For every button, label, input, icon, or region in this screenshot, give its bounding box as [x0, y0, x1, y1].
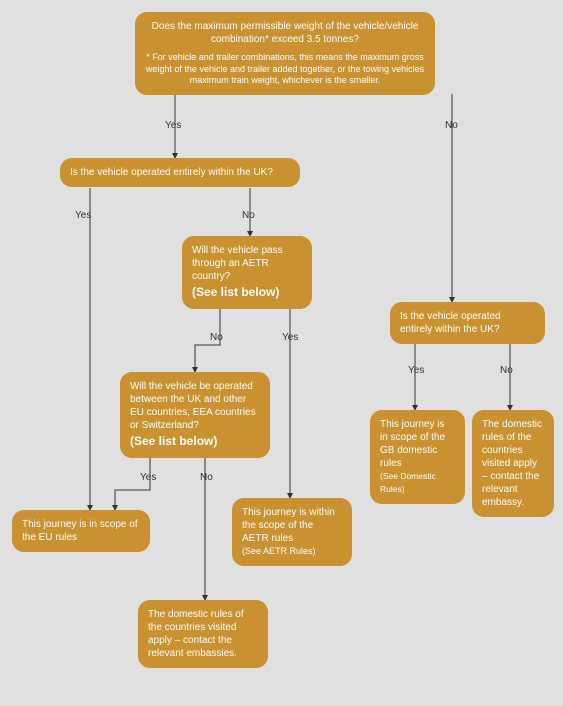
- node-r-eu-rules-text: This journey is in scope of the EU rules: [22, 519, 138, 543]
- node-r-domestic-right: The domestic rules of the countries visi…: [472, 410, 554, 517]
- node-q-eu-see: (See list below): [130, 434, 260, 450]
- node-r-aetr-rules-sub: (See AETR Rules): [242, 546, 316, 556]
- label-no4: No: [200, 472, 213, 483]
- node-q-aetr: Will the vehicle pass through an AETR co…: [182, 236, 312, 309]
- node-r-aetr-rules: This journey is within the scope of the …: [232, 498, 352, 566]
- node-root-footnote: * For vehicle and trailer combinations, …: [145, 52, 425, 87]
- node-r-gb-rules-text: This journey is in scope of the GB domes…: [380, 419, 445, 469]
- node-q-uk-right: Is the vehicle operated entirely within …: [390, 302, 545, 344]
- node-q-uk-right-text: Is the vehicle operated entirely within …: [400, 311, 501, 335]
- node-r-domestic-right-text: The domestic rules of the countries visi…: [482, 419, 542, 508]
- node-q-eu: Will the vehicle be operated between the…: [120, 372, 270, 458]
- node-r-aetr-rules-text: This journey is within the scope of the …: [242, 507, 335, 544]
- node-r-gb-rules-sub: (See Domestic Rules): [380, 471, 436, 494]
- node-r-domestic-left-text: The domestic rules of the countries visi…: [148, 609, 244, 659]
- label-yes3: Yes: [282, 332, 298, 343]
- label-yes2: Yes: [75, 210, 91, 221]
- node-r-eu-rules: This journey is in scope of the EU rules: [12, 510, 150, 552]
- node-q-aetr-text: Will the vehicle pass through an AETR co…: [192, 245, 283, 282]
- label-no1: No: [445, 120, 458, 131]
- label-no3: No: [210, 332, 223, 343]
- node-r-domestic-left: The domestic rules of the countries visi…: [138, 600, 268, 668]
- label-no5: No: [500, 365, 513, 376]
- label-yes1: Yes: [165, 120, 181, 131]
- label-yes4: Yes: [140, 472, 156, 483]
- node-q-uk-left: Is the vehicle operated entirely within …: [60, 158, 300, 187]
- label-no2: No: [242, 210, 255, 221]
- node-q-eu-text: Will the vehicle be operated between the…: [130, 381, 256, 431]
- node-root: Does the maximum permissible weight of t…: [135, 12, 435, 95]
- node-q-aetr-see: (See list below): [192, 285, 302, 301]
- node-root-text: Does the maximum permissible weight of t…: [145, 20, 425, 46]
- node-r-gb-rules: This journey is in scope of the GB domes…: [370, 410, 465, 504]
- label-yes5: Yes: [408, 365, 424, 376]
- node-q-uk-left-text: Is the vehicle operated entirely within …: [70, 167, 273, 178]
- edges-layer: [0, 0, 563, 706]
